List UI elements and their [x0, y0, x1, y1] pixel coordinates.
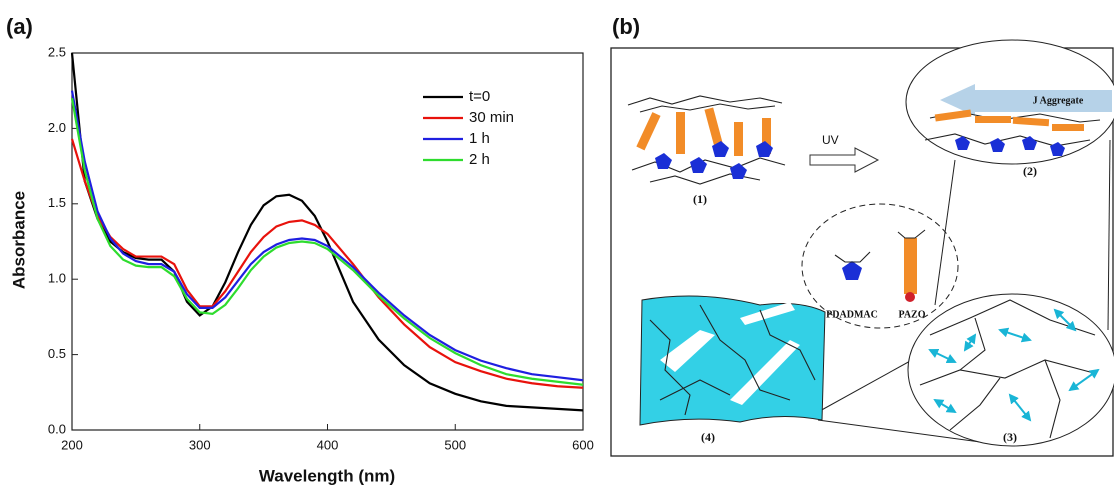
step-label: (2)	[1023, 164, 1037, 178]
zoom-domains: (3)	[907, 293, 1114, 447]
y-tick-label: 2.5	[48, 44, 66, 59]
uv-label: UV	[822, 133, 839, 147]
plot: 0.0 0.5 1.0 1.5 2.0 2.5 200 300 400 500 600 t=0 30 m…	[48, 44, 594, 452]
y-axis-label: Absorbance	[9, 191, 28, 289]
polyanion-label: PAZO	[898, 309, 925, 320]
zoom-line	[817, 419, 996, 445]
legend-label: 1 h	[469, 130, 490, 147]
legend-label: 30 min	[469, 109, 514, 126]
series-line	[70, 52, 584, 412]
y-tick-label: 0.5	[48, 346, 66, 361]
series-line	[70, 138, 584, 389]
film-surface: (4)	[639, 295, 826, 444]
component-legend: PDADMAC PAZO	[801, 203, 959, 329]
polycation-label: PDADMAC	[826, 309, 878, 320]
diagram: (b) (1) UV J Aggregate	[610, 14, 1114, 457]
panel-label: (b)	[612, 14, 640, 39]
y-tick-label: 1.5	[48, 195, 66, 210]
x-tick-label: 600	[572, 437, 594, 452]
uv-arrow	[809, 147, 880, 173]
legend-label: 2 h	[469, 151, 490, 168]
legend-label: t=0	[469, 88, 490, 105]
x-axis-label: Wavelength (nm)	[259, 466, 395, 485]
y-tick-label: 0.0	[48, 421, 66, 436]
y-tick-label: 2.0	[48, 120, 66, 135]
zoom-line	[1107, 139, 1111, 331]
zoom-line	[817, 359, 913, 413]
zoom-aggregate: J Aggregate (2)	[905, 39, 1114, 178]
x-tick-label: 500	[444, 437, 466, 452]
step-label: (1)	[693, 192, 707, 206]
panel-label: (a)	[6, 14, 33, 39]
x-tick-label: 200	[61, 437, 83, 452]
x-tick-label: 400	[317, 437, 339, 452]
series-line	[70, 98, 584, 386]
y-tick-label: 1.0	[48, 271, 66, 286]
film-structure-1: (1)	[627, 95, 786, 206]
diagram-frame	[610, 47, 1114, 457]
step-label: (3)	[1003, 430, 1017, 444]
x-tick-label: 300	[189, 437, 211, 452]
zoom-line	[934, 159, 956, 306]
step-label: (4)	[701, 430, 715, 444]
aggregate-label: J Aggregate	[1033, 95, 1084, 106]
series-line	[70, 90, 584, 382]
